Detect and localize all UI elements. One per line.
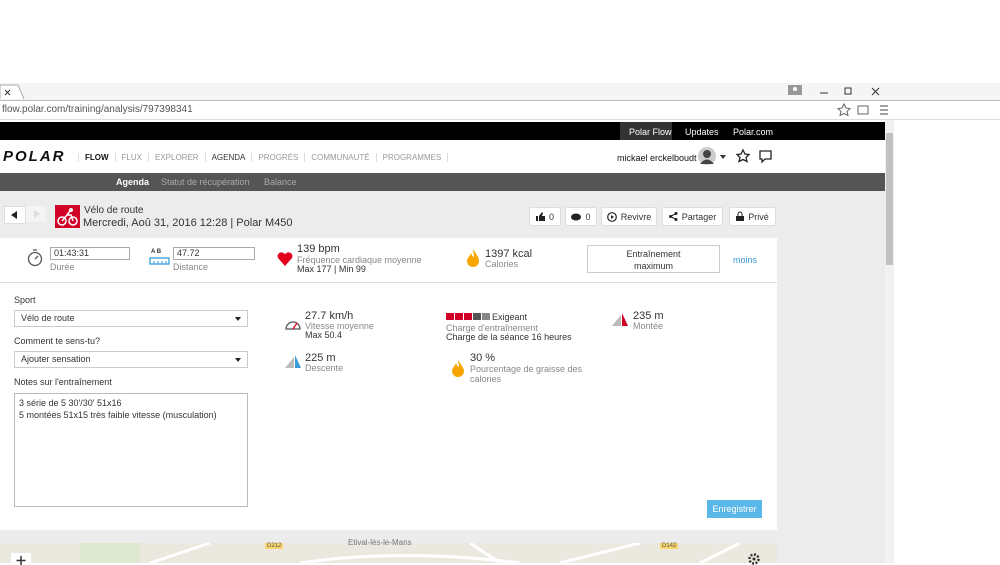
sport-select[interactable]: Vélo de route: [14, 310, 248, 327]
map-settings[interactable]: [748, 553, 760, 565]
nav-item[interactable]: PROGRÈS: [251, 153, 304, 162]
sub-nav-item[interactable]: Agenda: [116, 177, 150, 187]
map[interactable]: [0, 543, 777, 563]
notes-textarea[interactable]: [14, 393, 248, 507]
save-button[interactable]: Enregistrer: [707, 500, 762, 518]
sub-nav: [0, 173, 885, 191]
heart-icon: [277, 252, 293, 266]
scrollbar[interactable]: [885, 120, 894, 563]
like-button[interactable]: 0: [529, 207, 561, 226]
descent-label: Descente: [305, 363, 344, 373]
window-controls[interactable]: [788, 85, 888, 99]
duration-label: Durée: [50, 262, 75, 272]
url[interactable]: flow.polar.com/training/analysis/7973983…: [2, 104, 193, 115]
divider: [0, 282, 777, 283]
ascent-icon: [612, 313, 628, 326]
duration-icon: [27, 249, 43, 267]
prev-button[interactable]: [4, 206, 26, 224]
top-link[interactable]: Polar.com: [733, 127, 774, 137]
session-details: Mercredi, Aoû 31, 2016 12:28 | Polar M45…: [83, 217, 293, 229]
heart-rate-value: 139 bpm: [297, 243, 340, 255]
user-name[interactable]: mickael erckelboudt: [617, 153, 697, 163]
next-button[interactable]: [26, 206, 46, 222]
nav-menu: FLOW FLUX EXPLORER AGENDA PROGRÈS COMMUN…: [78, 153, 449, 162]
share-label: Partager: [681, 211, 717, 222]
speed-label: Vitesse moyenne: [305, 321, 374, 331]
map-label: D212: [265, 543, 284, 549]
scrollbar-thumb[interactable]: [886, 133, 893, 265]
nav-item[interactable]: EXPLORER: [148, 153, 205, 162]
top-link[interactable]: Polar Flow: [629, 127, 672, 137]
training-benefit: Entraînement maximum: [587, 245, 720, 273]
ascent-value: 235 m: [633, 310, 664, 322]
heart-rate-label: Fréquence cardiaque moyenne: [297, 255, 422, 265]
nav-item[interactable]: FLOW: [78, 153, 115, 162]
load-value: Exigeant: [492, 312, 528, 322]
speed-value: 27.7 km/h: [305, 310, 354, 322]
map-zoom[interactable]: [11, 553, 31, 565]
heart-rate-detail: Max 177 | Min 99: [297, 264, 366, 274]
speed-detail: Max 50.4: [305, 330, 343, 340]
distance-label: Distance: [173, 262, 209, 272]
toggle-link[interactable]: moins: [733, 255, 758, 265]
fat-icon: [452, 360, 464, 377]
distance-icon: [149, 257, 170, 265]
sport-label: Sport: [14, 295, 36, 305]
notes-line: 5 montées 51x15 très faible vitesse (mus…: [19, 410, 217, 420]
share-button[interactable]: Partager: [662, 207, 723, 226]
user-icons[interactable]: [698, 147, 778, 167]
relive-button[interactable]: Revivre: [601, 207, 657, 226]
tab-bar: [0, 83, 1000, 101]
distance-icon-text: A B: [151, 249, 162, 255]
descent-value: 225 m: [305, 352, 336, 364]
feeling-label: Comment te sens-tu?: [14, 336, 101, 346]
panel: [0, 238, 777, 530]
comment-count: 0: [585, 211, 591, 222]
sport-icon: [55, 205, 80, 228]
privacy-button[interactable]: Privé: [729, 207, 776, 226]
tab[interactable]: [0, 84, 30, 100]
sport-title: Vélo de route: [84, 205, 144, 216]
load-detail: Charge de la séance 16 heures: [446, 332, 572, 342]
logo[interactable]: POLAR: [3, 148, 66, 165]
browser-icons[interactable]: [836, 102, 890, 117]
ascent-label: Montée: [633, 321, 664, 331]
nav-item[interactable]: AGENDA: [204, 153, 252, 162]
fat-value: 30 %: [470, 352, 496, 364]
map-label: D142: [660, 543, 679, 549]
load-bars: [446, 313, 490, 320]
notes-line: 3 série de 5 30'/30' 51x16: [19, 398, 122, 408]
comment-button[interactable]: 0: [565, 207, 597, 226]
calories-label: Calories: [485, 259, 519, 269]
nav-item[interactable]: FLUX: [114, 153, 148, 162]
fat-label: Pourcentage de graisse des calories: [470, 364, 583, 384]
top-link[interactable]: Updates: [685, 127, 719, 137]
feeling-select[interactable]: Ajouter sensation: [14, 351, 248, 368]
speed-icon: [285, 321, 301, 330]
select-arrow: [235, 317, 241, 321]
calories-value: 1397 kcal: [485, 248, 533, 260]
distance-input[interactable]: 47.72: [173, 247, 255, 260]
load-label: Charge d'entraînement: [446, 323, 538, 333]
map-label: Etival-lès-le-Mans: [348, 538, 412, 547]
address-bar: [0, 101, 1000, 120]
notes-label: Notes sur l'entraînement: [14, 377, 112, 387]
descent-icon: [285, 355, 301, 368]
privacy-label: Privé: [748, 211, 769, 222]
sub-nav-item[interactable]: Statut de récupération: [161, 177, 250, 187]
duration-input[interactable]: 01:43:31: [50, 247, 130, 260]
sub-nav-item[interactable]: Balance: [264, 177, 297, 187]
relive-label: Revivre: [620, 211, 652, 222]
top-bar-active: [620, 122, 672, 140]
nav-item[interactable]: COMMUNAUTÉ: [304, 153, 375, 162]
calories-icon: [467, 249, 479, 267]
like-count: 0: [548, 211, 554, 222]
select-arrow: [235, 358, 241, 362]
nav-item[interactable]: PROGRAMMES: [375, 153, 449, 162]
